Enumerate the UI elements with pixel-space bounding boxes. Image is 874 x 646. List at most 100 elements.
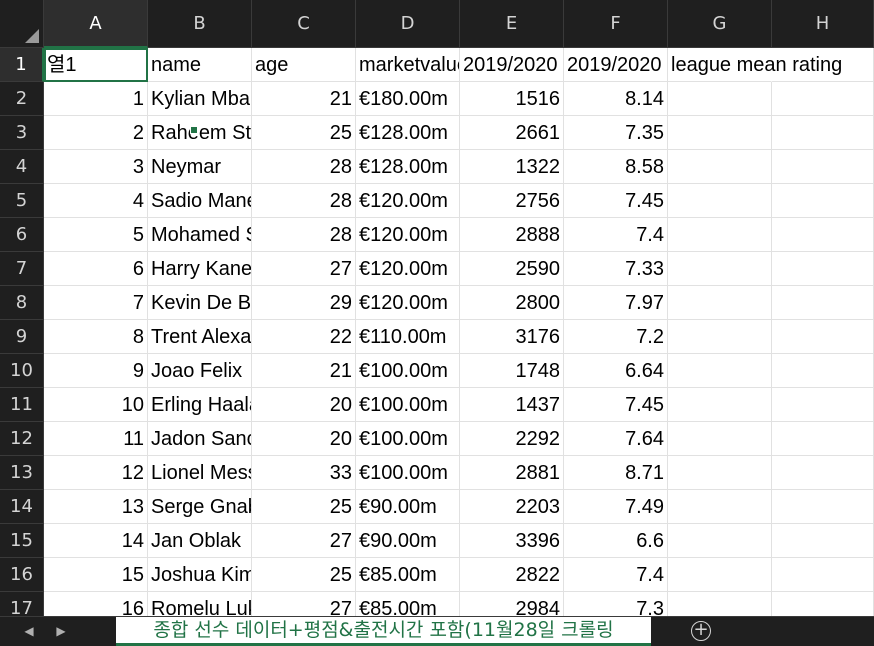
- cell-c17[interactable]: 27: [252, 592, 356, 616]
- row-header-9[interactable]: 9: [0, 320, 44, 354]
- cell-h4[interactable]: [772, 150, 874, 184]
- cell-f13[interactable]: 8.71: [564, 456, 668, 490]
- cell-g17[interactable]: [668, 592, 772, 616]
- cell-b1[interactable]: name: [148, 48, 252, 82]
- cell-c10[interactable]: 21: [252, 354, 356, 388]
- cell-g4[interactable]: [668, 150, 772, 184]
- cell-b4[interactable]: Neymar: [148, 150, 252, 184]
- cell-b8[interactable]: Kevin De Bruyne: [148, 286, 252, 320]
- row-header-5[interactable]: 5: [0, 184, 44, 218]
- cell-c7[interactable]: 27: [252, 252, 356, 286]
- cell-d8[interactable]: €120.00m: [356, 286, 460, 320]
- cell-e2[interactable]: 1516: [460, 82, 564, 116]
- cell-h10[interactable]: [772, 354, 874, 388]
- row-header-6[interactable]: 6: [0, 218, 44, 252]
- row-header-17[interactable]: 17: [0, 592, 44, 616]
- cell-g7[interactable]: [668, 252, 772, 286]
- cell-f4[interactable]: 8.58: [564, 150, 668, 184]
- cell-b7[interactable]: Harry Kane: [148, 252, 252, 286]
- cell-b11[interactable]: Erling Haaland: [148, 388, 252, 422]
- cell-e12[interactable]: 2292: [460, 422, 564, 456]
- cell-f7[interactable]: 7.33: [564, 252, 668, 286]
- cell-e6[interactable]: 2888: [460, 218, 564, 252]
- column-header-h[interactable]: H: [772, 0, 874, 48]
- cell-g13[interactable]: [668, 456, 772, 490]
- row-header-4[interactable]: 4: [0, 150, 44, 184]
- cell-h5[interactable]: [772, 184, 874, 218]
- cell-g10[interactable]: [668, 354, 772, 388]
- cell-f14[interactable]: 7.49: [564, 490, 668, 524]
- cell-h15[interactable]: [772, 524, 874, 558]
- cell-e17[interactable]: 2984: [460, 592, 564, 616]
- row-header-16[interactable]: 16: [0, 558, 44, 592]
- cell-f8[interactable]: 7.97: [564, 286, 668, 320]
- cell-h16[interactable]: [772, 558, 874, 592]
- cell-f3[interactable]: 7.35: [564, 116, 668, 150]
- row-header-13[interactable]: 13: [0, 456, 44, 490]
- cell-a16[interactable]: 15: [44, 558, 148, 592]
- cell-a5[interactable]: 4: [44, 184, 148, 218]
- row-header-15[interactable]: 15: [0, 524, 44, 558]
- cell-a15[interactable]: 14: [44, 524, 148, 558]
- cell-d14[interactable]: €90.00m: [356, 490, 460, 524]
- cell-f10[interactable]: 6.64: [564, 354, 668, 388]
- cell-h1[interactable]: [772, 48, 874, 82]
- cell-h14[interactable]: [772, 490, 874, 524]
- cell-b16[interactable]: Joshua Kimmich: [148, 558, 252, 592]
- cell-c16[interactable]: 25: [252, 558, 356, 592]
- column-header-d[interactable]: D: [356, 0, 460, 48]
- cell-d10[interactable]: €100.00m: [356, 354, 460, 388]
- cell-g1[interactable]: league mean rating: [668, 48, 842, 82]
- cell-a8[interactable]: 7: [44, 286, 148, 320]
- cell-g14[interactable]: [668, 490, 772, 524]
- cell-d5[interactable]: €120.00m: [356, 184, 460, 218]
- fill-handle[interactable]: [190, 126, 198, 134]
- cell-a1[interactable]: 열1: [44, 48, 148, 82]
- cell-a12[interactable]: 11: [44, 422, 148, 456]
- cell-g16[interactable]: [668, 558, 772, 592]
- cell-a4[interactable]: 3: [44, 150, 148, 184]
- cell-b14[interactable]: Serge Gnabry: [148, 490, 252, 524]
- row-header-11[interactable]: 11: [0, 388, 44, 422]
- cell-f6[interactable]: 7.4: [564, 218, 668, 252]
- cell-e3[interactable]: 2661: [460, 116, 564, 150]
- cell-h3[interactable]: [772, 116, 874, 150]
- column-header-e[interactable]: E: [460, 0, 564, 48]
- cell-g9[interactable]: [668, 320, 772, 354]
- cell-e15[interactable]: 3396: [460, 524, 564, 558]
- cell-b13[interactable]: Lionel Messi: [148, 456, 252, 490]
- cell-h12[interactable]: [772, 422, 874, 456]
- cell-e13[interactable]: 2881: [460, 456, 564, 490]
- cell-f15[interactable]: 6.6: [564, 524, 668, 558]
- cell-g2[interactable]: [668, 82, 772, 116]
- prev-sheet-arrow-icon[interactable]: ◀: [24, 624, 34, 638]
- cell-g11[interactable]: [668, 388, 772, 422]
- cell-c5[interactable]: 28: [252, 184, 356, 218]
- cell-h2[interactable]: [772, 82, 874, 116]
- cell-h6[interactable]: [772, 218, 874, 252]
- cell-b3[interactable]: Raheem Sterling: [148, 116, 252, 150]
- cell-b6[interactable]: Mohamed Salah: [148, 218, 252, 252]
- cell-e16[interactable]: 2822: [460, 558, 564, 592]
- cell-h8[interactable]: [772, 286, 874, 320]
- cell-c8[interactable]: 29: [252, 286, 356, 320]
- row-header-7[interactable]: 7: [0, 252, 44, 286]
- cell-d4[interactable]: €128.00m: [356, 150, 460, 184]
- column-header-g[interactable]: G: [668, 0, 772, 48]
- next-sheet-arrow-icon[interactable]: ▶: [56, 624, 66, 638]
- cell-d6[interactable]: €120.00m: [356, 218, 460, 252]
- cell-c6[interactable]: 28: [252, 218, 356, 252]
- cell-f17[interactable]: 7.3: [564, 592, 668, 616]
- cell-c12[interactable]: 20: [252, 422, 356, 456]
- cell-d3[interactable]: €128.00m: [356, 116, 460, 150]
- cell-c15[interactable]: 27: [252, 524, 356, 558]
- cell-f1[interactable]: 2019/2020: [564, 48, 668, 82]
- cell-a7[interactable]: 6: [44, 252, 148, 286]
- cell-f16[interactable]: 7.4: [564, 558, 668, 592]
- cell-d7[interactable]: €120.00m: [356, 252, 460, 286]
- cell-d13[interactable]: €100.00m: [356, 456, 460, 490]
- cell-a6[interactable]: 5: [44, 218, 148, 252]
- cell-d17[interactable]: €85.00m: [356, 592, 460, 616]
- cell-b9[interactable]: Trent Alexander-Arnold: [148, 320, 252, 354]
- column-header-b[interactable]: B: [148, 0, 252, 48]
